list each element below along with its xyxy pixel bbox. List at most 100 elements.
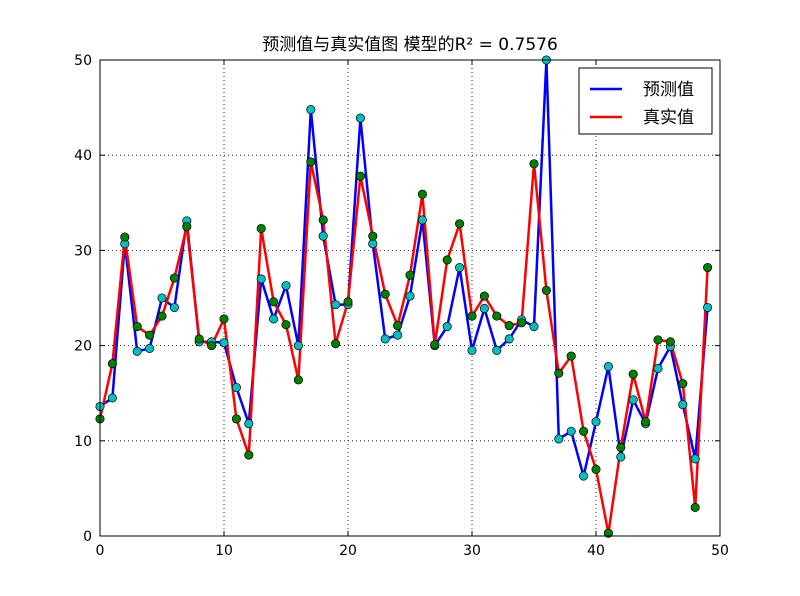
series-2-point — [157, 311, 167, 321]
series-2-point — [603, 528, 613, 538]
series-2-point — [467, 311, 477, 321]
series-2-point — [306, 157, 316, 167]
series-2-point — [393, 321, 403, 331]
series-2-point — [529, 159, 539, 169]
x-tick-label: 30 — [463, 543, 481, 559]
series-2-point — [355, 171, 365, 181]
series-1-point — [231, 382, 241, 393]
y-tick-label: 20 — [74, 339, 92, 355]
series-2-point — [492, 311, 502, 321]
series-2-point — [405, 270, 415, 280]
y-tick-label: 50 — [74, 53, 92, 69]
legend-box — [578, 67, 713, 135]
legend-label-2: 真实值 — [643, 108, 694, 128]
x-tick-label: 10 — [215, 543, 233, 559]
series-2-point — [120, 232, 130, 242]
series-1-point — [554, 434, 564, 444]
series-1-point — [591, 417, 601, 427]
series-1-point — [504, 334, 514, 344]
series-1-point — [566, 426, 576, 436]
series-1-point — [653, 363, 663, 373]
series-2-point — [132, 322, 142, 332]
series-2-point — [269, 297, 279, 307]
series-1-point — [467, 345, 477, 355]
series-2-point — [194, 334, 204, 344]
chart-title: 预测值与真实值图 模型的R² = 0.7576 — [262, 35, 558, 55]
plot-frame — [99, 59, 721, 537]
series-1-point — [269, 314, 279, 324]
series-1-point — [169, 302, 179, 313]
series-2-point — [244, 450, 254, 460]
x-tick-label: 40 — [587, 543, 605, 559]
series-1-point — [380, 334, 390, 344]
series-1-point — [368, 239, 378, 249]
series-2-point — [591, 464, 601, 474]
series-2-point — [380, 289, 390, 299]
series-2-point — [293, 375, 303, 385]
series-2-point — [145, 330, 155, 340]
series-2-point — [430, 340, 440, 350]
series-2-point — [455, 219, 465, 229]
series-1-point — [603, 361, 613, 372]
series-1-point — [145, 343, 155, 354]
series-2-point — [641, 417, 651, 427]
series-1-point — [293, 341, 303, 351]
series-1-point — [579, 471, 589, 481]
y-tick-label: 30 — [74, 243, 92, 259]
series-1-point — [492, 345, 502, 355]
series-1-point — [132, 346, 142, 356]
series-1-point — [690, 454, 700, 464]
grid-lines — [100, 60, 720, 536]
series-2-point — [566, 351, 576, 361]
series-1-point — [281, 281, 291, 291]
series-1-point — [157, 293, 167, 303]
series-2-point — [628, 369, 638, 379]
y-tick-label: 40 — [74, 148, 92, 164]
series-1-point — [306, 104, 316, 115]
series-2-point — [343, 297, 353, 307]
x-tick-label: 20 — [339, 543, 357, 559]
series-1-point — [529, 322, 539, 332]
series-2-point — [554, 368, 564, 378]
series-2-point — [579, 426, 589, 436]
series-1-point — [393, 330, 403, 340]
series-2-point — [678, 379, 688, 389]
series-2-point — [231, 414, 241, 424]
series-2-point — [318, 215, 328, 225]
series-2-point — [616, 442, 626, 453]
series-2-point — [169, 273, 179, 283]
series-2-point — [368, 231, 378, 241]
series-markers — [95, 55, 713, 538]
y-tick-label: 0 — [83, 529, 92, 545]
series-1-point — [628, 395, 638, 405]
legend-label-1: 预测值 — [643, 80, 694, 100]
series-1-point — [331, 300, 341, 310]
series-1-point — [442, 322, 452, 332]
series-2-point — [517, 318, 527, 328]
series-1-point — [244, 419, 254, 429]
series-2-point — [207, 341, 217, 351]
series-2-point — [256, 223, 266, 234]
series-2-point — [442, 255, 452, 265]
series-1-point — [479, 303, 489, 314]
series-1-point — [678, 400, 688, 410]
series-2-point — [504, 321, 514, 331]
x-tick-label: 50 — [711, 543, 729, 559]
series-2-point — [281, 320, 291, 330]
series-2-point — [219, 314, 229, 324]
axis-ticks: 0 10 20 30 40 50 0 10 20 30 40 50 — [74, 53, 729, 559]
series-1-point — [405, 291, 415, 301]
series-2-point — [182, 222, 192, 232]
series-2-point — [331, 339, 341, 349]
series-1-point — [318, 231, 328, 241]
y-tick-label: 10 — [74, 434, 92, 450]
series-2-point — [107, 359, 117, 369]
series-2-point — [690, 502, 700, 512]
series-2-point — [541, 285, 551, 295]
series-1-point — [417, 215, 427, 225]
series-2-point — [653, 335, 663, 345]
series-1-point — [107, 393, 117, 403]
series-1-point — [256, 274, 266, 284]
